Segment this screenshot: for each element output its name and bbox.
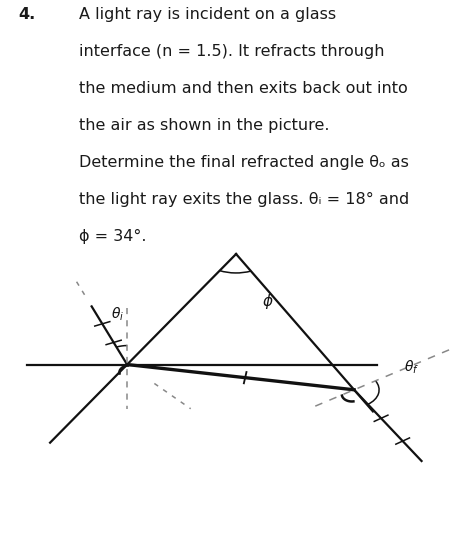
Text: interface (n = 1.5). It refracts through: interface (n = 1.5). It refracts through <box>79 44 385 59</box>
Text: $\theta_f$: $\theta_f$ <box>404 359 419 376</box>
Text: Determine the final refracted angle θₒ as: Determine the final refracted angle θₒ a… <box>79 155 410 170</box>
Text: 4.: 4. <box>18 8 35 23</box>
Text: the air as shown in the picture.: the air as shown in the picture. <box>79 118 330 133</box>
Text: the medium and then exits back out into: the medium and then exits back out into <box>79 81 408 96</box>
Text: A light ray is incident on a glass: A light ray is incident on a glass <box>79 8 336 23</box>
Text: ϕ = 34°.: ϕ = 34°. <box>79 229 147 244</box>
Text: the light ray exits the glass. θᵢ = 18° and: the light ray exits the glass. θᵢ = 18° … <box>79 192 410 207</box>
Text: $\phi$: $\phi$ <box>262 292 274 311</box>
Text: $\theta_i$: $\theta_i$ <box>112 306 124 324</box>
